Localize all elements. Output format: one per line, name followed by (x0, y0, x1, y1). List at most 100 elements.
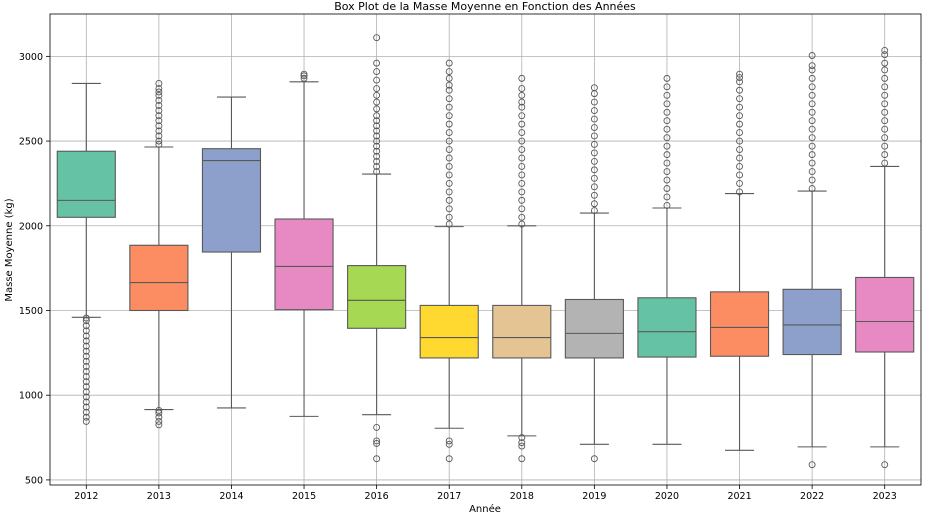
outlier-point (155, 88, 163, 96)
outlier-point (881, 51, 889, 59)
outlier-point (663, 193, 671, 201)
outlier-point (736, 154, 743, 162)
outlier-point (808, 125, 816, 133)
outlier-point (736, 146, 743, 153)
outlier-point (82, 368, 90, 375)
box-2021 (709, 291, 770, 357)
outlier-point (82, 332, 90, 340)
x-tick-label: 2023 (873, 491, 897, 502)
outlier-point (663, 117, 671, 125)
outlier-point (736, 137, 743, 145)
outlier-point (445, 154, 453, 162)
outlier-point (590, 98, 598, 106)
outlier-point (808, 134, 816, 142)
outlier-point (590, 157, 598, 165)
outlier-point (373, 147, 381, 155)
y-tick-label: 1500 (19, 306, 43, 317)
outlier-point (736, 86, 743, 94)
x-tick-label: 2021 (727, 491, 751, 502)
outlier-point (590, 107, 598, 115)
x-tick-label: 2012 (74, 491, 98, 502)
boxes (56, 34, 915, 469)
y-tick-label: 2500 (19, 137, 43, 148)
outlier-point (445, 440, 453, 448)
axes: 500 1000 1500 2000 2500 3000 2012 2013 2014 2015 2… (19, 13, 922, 502)
outlier-point (518, 98, 526, 106)
outlier-point (663, 159, 671, 167)
outlier-point (663, 91, 671, 99)
box-2013 (129, 244, 189, 312)
outlier-point (590, 455, 598, 463)
plot-frame (49, 13, 922, 486)
outlier-point (445, 129, 453, 137)
outlier-point (373, 105, 381, 113)
outlier-point (808, 100, 816, 108)
x-tick-label: 2017 (437, 491, 461, 502)
outlier-point (155, 85, 163, 92)
outlier-point (881, 159, 889, 167)
y-axis-label: Masse Moyenne (kg) (4, 198, 15, 301)
outlier-point (518, 439, 526, 447)
outlier-point (663, 100, 671, 108)
y-tick-label: 3000 (19, 52, 43, 63)
box-2012 (56, 150, 116, 218)
outlier-point (881, 108, 889, 116)
outlier-point (82, 373, 90, 381)
outlier-point (518, 163, 526, 170)
outlier-point (881, 117, 889, 125)
outlier-point (518, 146, 526, 153)
box-2018 (492, 304, 552, 359)
outlier-point (155, 418, 163, 425)
outlier-point (808, 83, 816, 91)
outlier-point (736, 129, 743, 137)
outlier-point (518, 179, 526, 187)
y-tick-label: 1000 (19, 391, 43, 402)
outlier-point (663, 142, 671, 150)
outlier-point (590, 183, 598, 191)
outlier-point (373, 440, 381, 447)
outlier-point (445, 95, 453, 103)
outlier-point (155, 102, 163, 109)
outlier-point (445, 213, 453, 221)
outlier-point (881, 66, 889, 74)
outlier-point (373, 117, 381, 125)
outlier-point (155, 137, 163, 145)
outlier-point (518, 137, 526, 145)
outlier-point (445, 86, 453, 94)
outlier-point (445, 112, 453, 120)
box-2022 (782, 288, 842, 356)
x-tick-label: 2022 (800, 491, 824, 502)
outlier-point (518, 91, 526, 99)
outlier-point (663, 201, 671, 209)
outlier-point (518, 74, 526, 82)
outlier-point (82, 342, 90, 350)
outlier-point (590, 132, 598, 140)
outlier-point (808, 168, 816, 176)
outlier-point (155, 122, 163, 130)
outlier-point (808, 66, 816, 74)
outlier-point (808, 151, 816, 159)
outlier-point (518, 85, 526, 92)
outlier-point (808, 461, 816, 469)
outlier-point (881, 125, 889, 133)
outlier-point (82, 378, 90, 386)
outlier-point (736, 95, 743, 103)
outlier-point (663, 74, 671, 82)
outlier-point (518, 220, 526, 228)
outlier-point (518, 442, 526, 450)
outlier-point (373, 455, 381, 463)
outlier-point (155, 91, 163, 99)
outlier-point (663, 185, 671, 192)
outlier-point (518, 455, 526, 463)
outlier-point (445, 220, 453, 228)
outlier-point (736, 74, 743, 81)
outlier-point (373, 157, 381, 165)
outlier-point (82, 413, 90, 421)
box-2015 (274, 218, 334, 311)
outlier-point (590, 124, 598, 131)
outlier-point (82, 418, 90, 425)
outlier-point (881, 142, 889, 150)
outlier-point (881, 151, 889, 159)
outlier-point (518, 103, 526, 111)
